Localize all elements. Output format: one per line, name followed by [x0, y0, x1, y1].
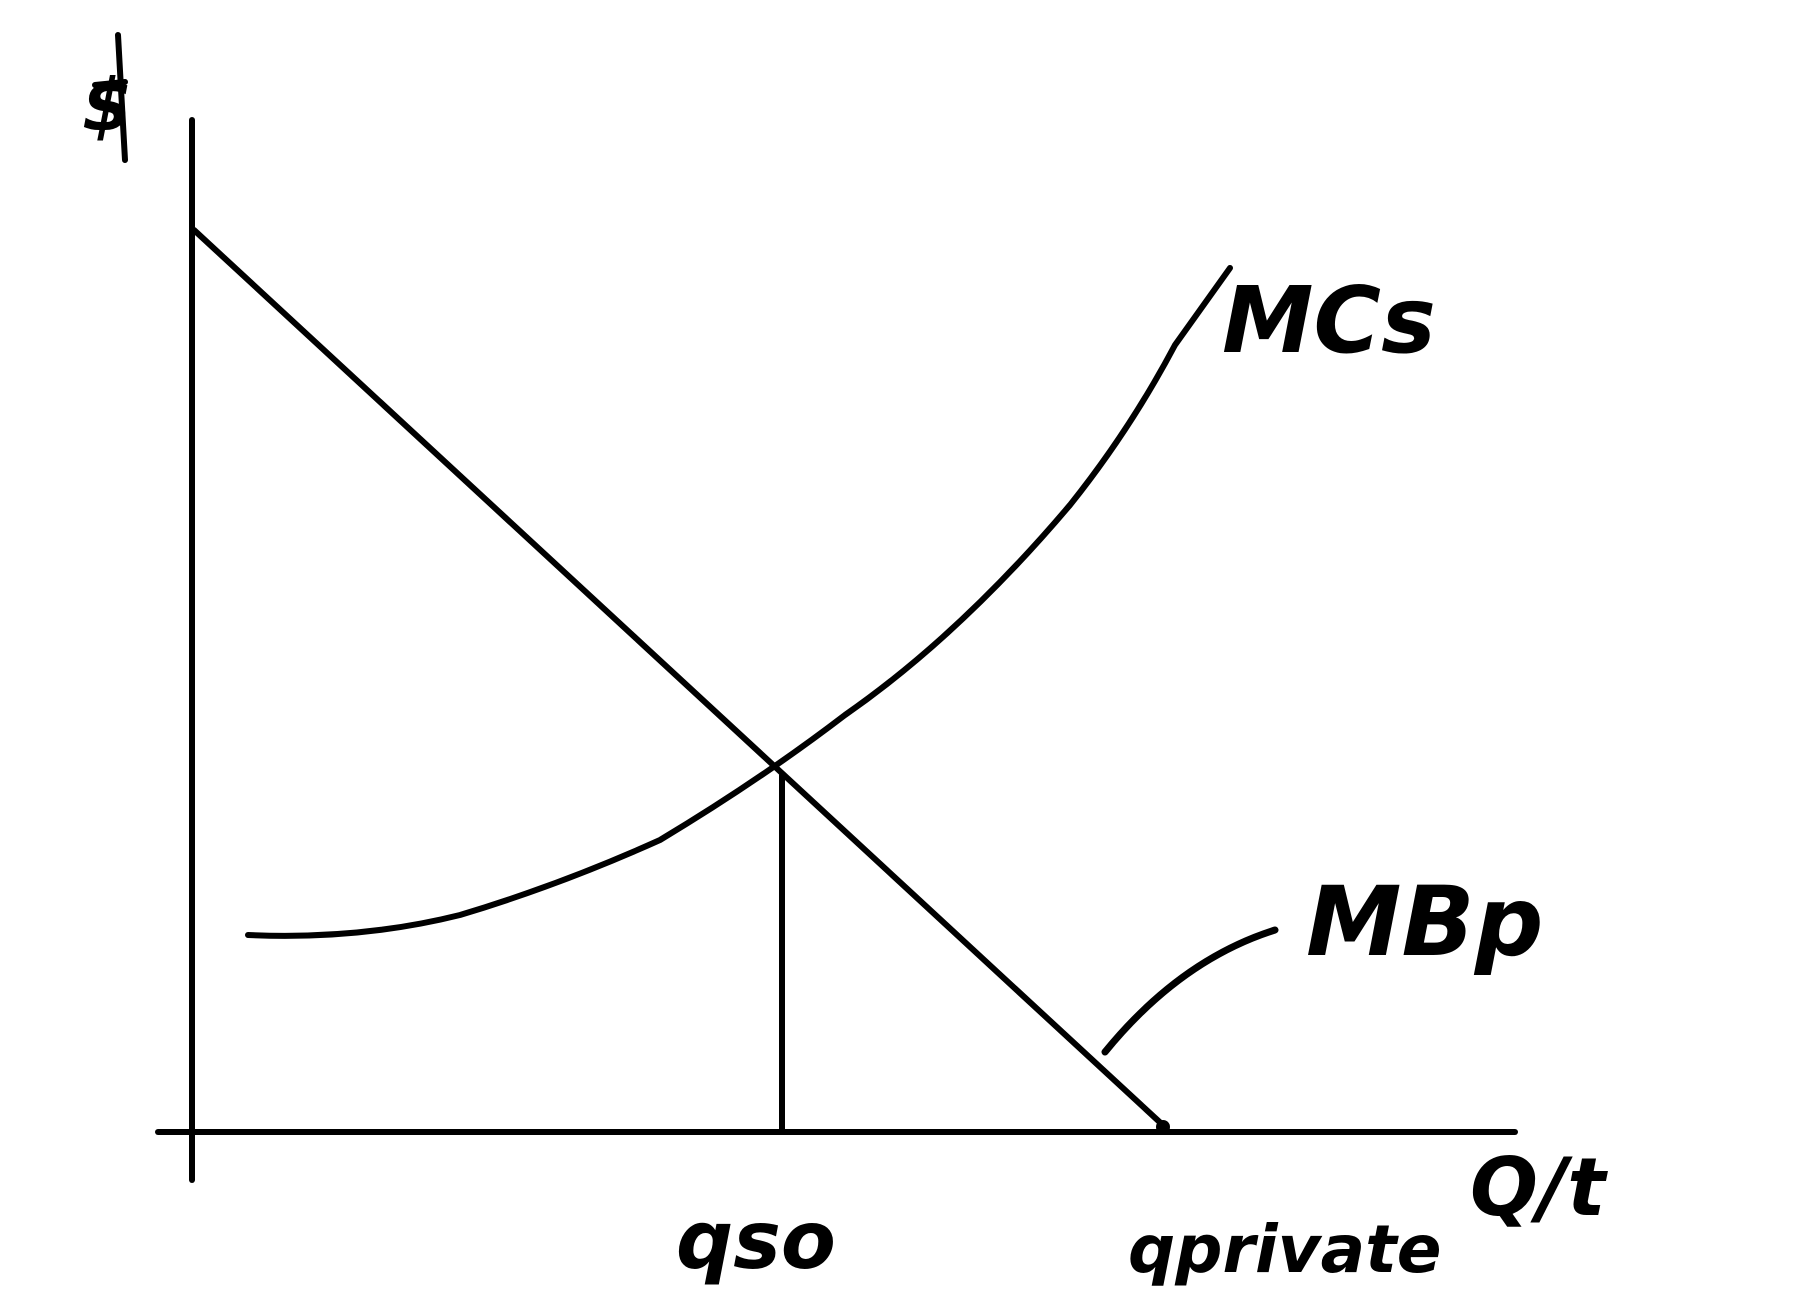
- x-axis-label: Q/t: [1470, 1141, 1608, 1234]
- mb-label-pointer: [1101, 926, 1279, 1056]
- mb-private-curve: [191, 227, 1168, 1130]
- y-axis-label: $: [82, 63, 132, 147]
- qprivate-label: qprivate: [1128, 1211, 1442, 1288]
- qprivate-point: [1156, 1120, 1170, 1134]
- mc-social-curve: [245, 265, 1233, 939]
- dollar-sign-mark: [92, 32, 128, 163]
- mb-private-label: MBp: [1306, 866, 1543, 978]
- mc-social-label: MCs: [1222, 267, 1436, 374]
- qso-label: qso: [676, 1194, 836, 1287]
